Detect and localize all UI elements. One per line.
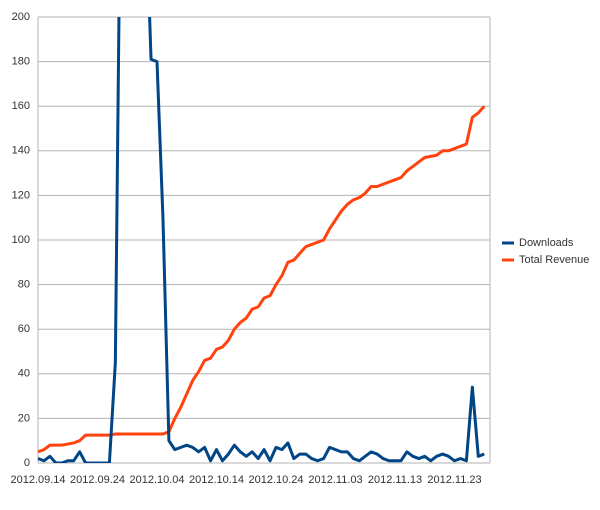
y-tick-label: 0 — [24, 457, 30, 469]
y-tick-label: 100 — [12, 234, 30, 246]
y-tick-label: 20 — [18, 412, 30, 424]
y-tick-label: 80 — [18, 279, 30, 291]
plot-area — [38, 17, 486, 463]
x-tick-label: 2012.11.23 — [427, 474, 481, 486]
x-tick-label: 2012.09.24 — [70, 474, 125, 486]
y-tick-label: 60 — [18, 323, 30, 335]
legend-label: Total Revenue — [519, 254, 589, 266]
y-tick-label: 40 — [18, 368, 30, 380]
y-tick-label: 140 — [12, 145, 30, 157]
x-tick-label: 2012.10.04 — [129, 474, 184, 486]
y-tick-label: 180 — [12, 56, 30, 68]
line-series — [38, 105, 486, 454]
x-tick-label: 2012.11.13 — [368, 474, 422, 486]
y-tick-label: 120 — [12, 189, 30, 201]
y-tick-label: 160 — [12, 100, 30, 112]
legend-label: Downloads — [519, 237, 574, 249]
x-tick-label: 2012.10.14 — [189, 474, 244, 486]
y-tick-label: 200 — [12, 11, 30, 23]
x-tick-label: 2012.11.03 — [308, 474, 362, 486]
x-tick-label: 2012.10.24 — [248, 474, 303, 486]
line-series — [38, 17, 485, 463]
x-tick-label: 2012.09.14 — [10, 474, 65, 486]
